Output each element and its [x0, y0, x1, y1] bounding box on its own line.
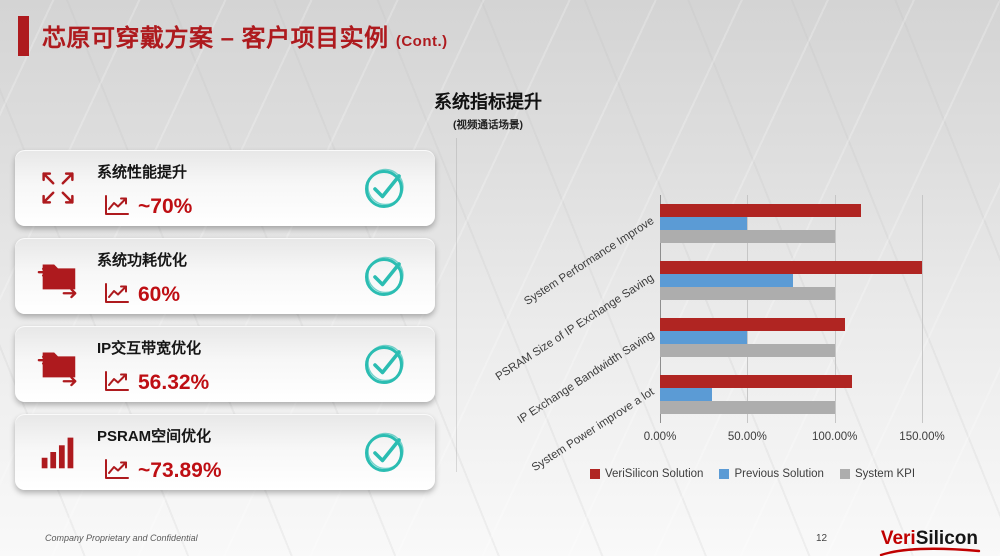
- metric-value: ~70%: [138, 195, 193, 218]
- gridline: [922, 195, 923, 423]
- metric-card-bandwidth: IP交互带宽优化 56.32%: [15, 326, 435, 402]
- vertical-divider: [456, 138, 457, 472]
- metric-label: IP交互带宽优化: [97, 340, 202, 357]
- legend-label: VeriSilicon Solution: [604, 468, 704, 480]
- metric-label: 系统功耗优化: [97, 252, 188, 269]
- logo-veri-text: Veri: [880, 528, 916, 549]
- legend-swatch: [589, 469, 600, 479]
- metric-value-row: ~73.89%: [103, 457, 222, 481]
- confidentiality-note: Company Proprietary and Confidential: [45, 533, 198, 543]
- metric-value: ~73.89%: [138, 459, 222, 482]
- subtitle-block: 系统指标提升 (视频通话场景): [0, 88, 976, 132]
- check-circle-icon: [365, 432, 404, 472]
- check-circle-icon: [365, 168, 404, 208]
- metric-label: PSRAM空间优化: [97, 428, 212, 445]
- chart-plot-area: 0.00% 50.00% 100.00% 150.00% System Performa…: [494, 195, 945, 474]
- chart-legend: VeriSilicon Solution Previous Solution Sys…: [515, 468, 990, 480]
- metric-card-performance: 系统性能提升 ~70%: [15, 150, 435, 226]
- gridline: [747, 195, 749, 423]
- bar-previous-solution: [660, 331, 748, 344]
- page-title: 芯原可穿戴方案 – 客户项目实例 (Cont.): [42, 18, 448, 53]
- gridline: [834, 195, 836, 423]
- folder-transfer-icon: [37, 352, 77, 387]
- legend-item: System KPI: [839, 468, 916, 480]
- bar-system-kpi: [660, 401, 835, 414]
- metric-cards: 系统性能提升 ~70% 系统功耗优化: [15, 150, 435, 490]
- logo-swoosh-icon: [879, 547, 981, 556]
- bar-group: [660, 252, 922, 309]
- chart-subtitle: (视频通话场景): [453, 119, 523, 131]
- folder-transfer-icon: [37, 264, 77, 299]
- metric-value: 56.32%: [138, 371, 210, 394]
- metric-card-power: 系统功耗优化 60%: [15, 238, 435, 314]
- bar-system-kpi: [660, 230, 835, 243]
- bar-verisilicon-solution: [660, 375, 853, 388]
- metric-value: 60%: [138, 283, 181, 306]
- metric-label: 系统性能提升: [97, 164, 188, 181]
- expand-arrows-icon: [42, 172, 74, 204]
- bar-system-kpi: [660, 287, 835, 300]
- bar-verisilicon-solution: [660, 318, 846, 331]
- bar-verisilicon-solution: [660, 261, 922, 274]
- metric-card-psram: PSRAM空间优化 ~73.89%: [15, 414, 435, 490]
- bar-verisilicon-solution: [660, 204, 861, 217]
- logo-silicon-text: Silicon: [915, 528, 978, 549]
- page-number: 12: [816, 533, 828, 544]
- verisilicon-logo: VeriSilicon: [879, 528, 981, 556]
- bar-previous-solution: [660, 388, 713, 401]
- trend-line-icon: [105, 283, 129, 303]
- bar-previous-solution: [660, 217, 748, 230]
- category-label: IP Exchange Bandwidth Saving: [515, 328, 657, 426]
- x-tick-label: 50.00%: [727, 431, 767, 443]
- trend-line-icon: [105, 195, 129, 215]
- bar-group: [660, 366, 922, 423]
- slide-header: 芯原可穿戴方案 – 客户项目实例 (Cont.): [18, 16, 448, 56]
- metric-value-row: 60%: [103, 281, 180, 305]
- legend-item: Previous Solution: [719, 468, 824, 480]
- legend-label: Previous Solution: [734, 468, 824, 480]
- legend-swatch: [719, 469, 730, 479]
- page-title-suffix: (Cont.): [395, 33, 448, 50]
- y-axis-line: [660, 195, 661, 423]
- metric-value-row: 56.32%: [103, 369, 209, 393]
- bar-previous-solution: [660, 274, 793, 287]
- x-tick-label: 150.00%: [899, 431, 945, 443]
- bar-group: [660, 309, 922, 366]
- category-label: PSRAM Size of IP Exchange Saving: [493, 271, 657, 383]
- bar-chart-icon: [41, 437, 74, 469]
- page-title-text: 芯原可穿戴方案 – 客户项目实例: [42, 25, 389, 52]
- metric-value-row: ~70%: [103, 193, 192, 217]
- bar-system-kpi: [660, 344, 835, 357]
- chart-title: 系统指标提升: [434, 92, 542, 112]
- bar-group: [660, 195, 922, 252]
- trend-line-icon: [105, 371, 129, 391]
- check-circle-icon: [365, 344, 404, 384]
- x-tick-label: 100.00%: [811, 431, 858, 443]
- legend-item: VeriSilicon Solution: [589, 468, 704, 480]
- x-tick-label: 0.00%: [643, 431, 677, 443]
- check-circle-icon: [365, 256, 404, 296]
- trend-line-icon: [105, 459, 129, 479]
- legend-label: System KPI: [854, 468, 916, 480]
- legend-swatch: [839, 469, 850, 479]
- kpi-bar-chart: 0.00% 50.00% 100.00% 150.00% System Performa…: [470, 190, 990, 502]
- title-accent-bar: [18, 16, 29, 56]
